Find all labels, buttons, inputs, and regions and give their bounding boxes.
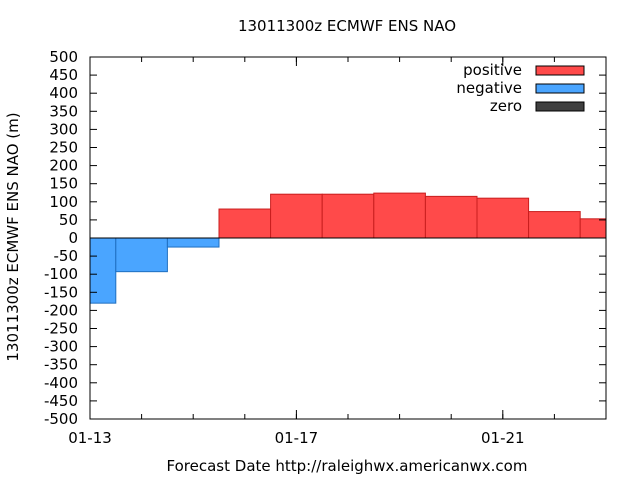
y-tick-label: 150 xyxy=(49,175,78,193)
y-tick-label: -50 xyxy=(54,247,79,265)
x-tick-label: 01-17 xyxy=(275,429,319,447)
bars-layer xyxy=(89,192,607,304)
y-tick-label: 300 xyxy=(49,120,78,138)
positive-bar-8 xyxy=(476,197,530,239)
ticks-layer: 500450400350300250200150100500-50-100-15… xyxy=(44,48,607,447)
y-tick-label: -100 xyxy=(44,265,78,283)
x-axis-label: Forecast Date http://raleighwx.americanw… xyxy=(167,457,528,475)
legend-label-zero: zero xyxy=(490,97,522,115)
plot-frame xyxy=(89,56,607,420)
y-tick-label: 450 xyxy=(49,66,78,84)
legend-label-positive: positive xyxy=(463,61,522,79)
y-tick-label: -500 xyxy=(44,410,78,428)
y-tick-label: 400 xyxy=(49,84,78,102)
positive-bar-5 xyxy=(321,193,375,239)
positive-bar-3 xyxy=(218,208,272,239)
y-tick-label: -350 xyxy=(44,356,78,374)
y-tick-label: -150 xyxy=(44,283,78,301)
negative-bar-1 xyxy=(115,237,168,273)
legend-swatch-positive xyxy=(535,65,585,76)
positive-bar-9 xyxy=(528,211,581,239)
legend-label-negative: negative xyxy=(456,79,522,97)
y-tick-label: 250 xyxy=(49,139,78,157)
legend-swatch-zero xyxy=(535,101,585,112)
x-tick-label: 01-13 xyxy=(68,429,112,447)
positive-bar-6 xyxy=(373,192,426,239)
y-tick-label: -250 xyxy=(44,320,78,338)
chart-title: 13011300z ECMWF ENS NAO xyxy=(238,17,456,35)
y-tick-label: 50 xyxy=(59,211,78,229)
positive-bar-7 xyxy=(424,195,478,239)
y-tick-label: -300 xyxy=(44,338,78,356)
y-tick-label: 200 xyxy=(49,157,78,175)
y-tick-label: -400 xyxy=(44,374,78,392)
y-axis-label: 13011300z ECMWF ENS NAO (m) xyxy=(4,112,22,361)
negative-bar-2 xyxy=(166,237,220,248)
positive-bar-10 xyxy=(579,218,607,239)
y-tick-label: 100 xyxy=(49,193,78,211)
legend-swatch-negative xyxy=(535,83,585,94)
positive-bar-4 xyxy=(270,193,323,239)
y-tick-label: 0 xyxy=(68,229,78,247)
x-tick-label: 01-21 xyxy=(481,429,525,447)
y-tick-label: -200 xyxy=(44,301,78,319)
negative-bar-0 xyxy=(89,237,117,304)
y-tick-label: -450 xyxy=(44,392,78,410)
y-tick-label: 500 xyxy=(49,48,78,66)
y-tick-label: 350 xyxy=(49,102,78,120)
